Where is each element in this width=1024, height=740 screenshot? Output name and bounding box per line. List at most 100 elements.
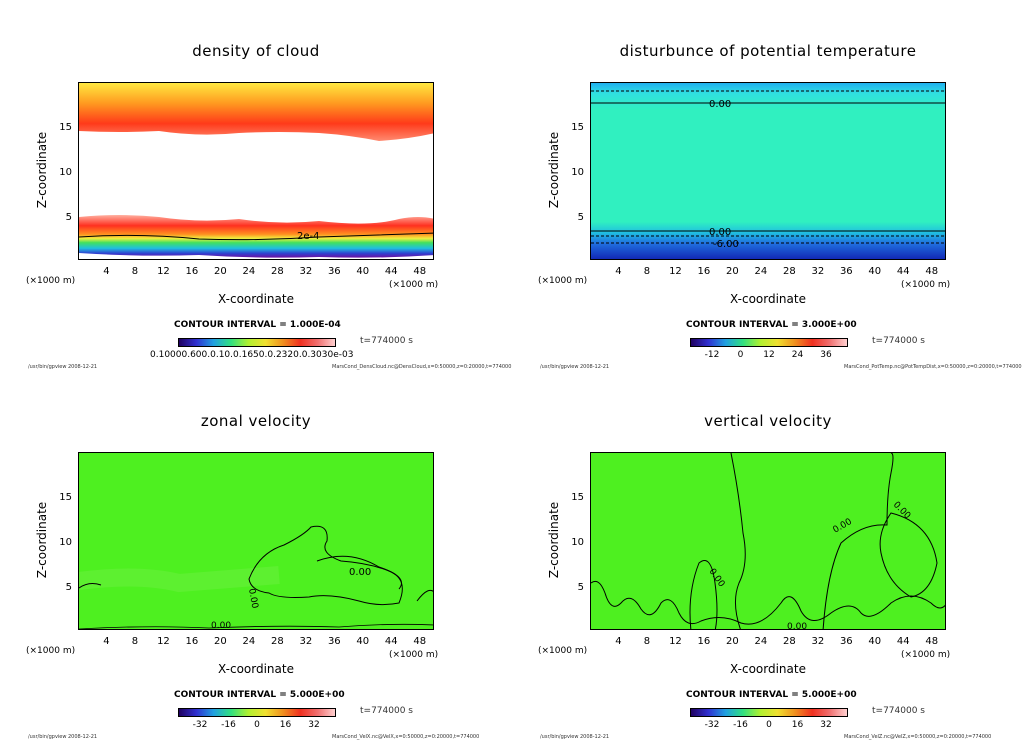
x-tick-label: 28 (270, 266, 284, 277)
chart-title: zonal velocity (200, 412, 312, 430)
x-tick-label: 20 (214, 636, 227, 647)
x-tick-label: 44 (896, 266, 910, 277)
x-unit-label: (×1000 m) (26, 276, 76, 286)
x-tick-label: 28 (782, 636, 796, 647)
footer-file: MarsCond_VelZ.nc@VelZ,x=0:50000,z=0:2000… (844, 734, 992, 740)
x-tick-label: 20 (214, 266, 227, 277)
x-tick-label: 32 (811, 636, 825, 647)
x-tick-label: 24 (242, 266, 256, 277)
colorbar-tick-label: 32 (820, 720, 832, 730)
colorbar-tick-label: 36 (820, 350, 832, 360)
contour-interval: CONTOUR INTERVAL = 1.000E-04 (174, 320, 341, 330)
footer-file: MarsCond_PotTemp.nc@PotTempDist,x=0:5000… (844, 364, 1022, 370)
y-tick-label: 10 (571, 167, 584, 178)
contour-label: 0.00 (349, 567, 371, 578)
y-axis-label: Z-coordinate (547, 131, 561, 209)
x-tick-label: 40 (868, 636, 882, 647)
x-unit-label: (×1000 m) (538, 276, 588, 286)
chart-title: vertical velocity (704, 412, 832, 430)
y-tick-label: 5 (577, 582, 584, 593)
timestamp: t=774000 s (360, 336, 413, 346)
footer-path: /usr/bin/gpview (28, 364, 67, 370)
x-unit-label: (×1000 m) (26, 646, 76, 656)
colorbar-tick-label: -16 (221, 720, 236, 730)
colorbar-tick-label: -32 (192, 720, 208, 730)
contour-interval: CONTOUR INTERVAL = 5.000E+00 (174, 690, 345, 700)
footer-path: /usr/bin/gpview (540, 364, 579, 370)
plot-area: 0.00 0.00 0.00 (78, 452, 434, 630)
y-tick-label: 5 (65, 582, 72, 593)
colorbar-tick-label: 0 (737, 350, 744, 360)
x-tick-label: 12 (157, 266, 170, 277)
x-axis-label: X-coordinate (730, 662, 806, 676)
timestamp: t=774000 s (872, 706, 925, 716)
x-tick-label: 8 (643, 266, 651, 277)
x-tick-label: 40 (356, 636, 370, 647)
panel-potential-temperature: disturbunce of potential temperature Z-c… (512, 0, 1024, 370)
x-tick-label: 4 (103, 266, 110, 277)
x-unit-label: (×1000 m) (901, 280, 951, 290)
x-tick-label: 40 (356, 266, 370, 277)
contour-label: 0.00 (787, 622, 807, 630)
y-tick-label: 10 (59, 537, 72, 548)
contour-label: 0.00 (709, 227, 731, 238)
x-tick-label: 36 (839, 266, 853, 277)
x-tick-label: 4 (615, 266, 622, 277)
y-axis-label: Z-coordinate (35, 131, 49, 209)
colorbar (178, 708, 336, 717)
footer-date: 2008-12-21 (68, 364, 98, 370)
footer-path: /usr/bin/gpview (28, 734, 67, 740)
panel-density-of-cloud: density of cloud Z-coordinate (0, 0, 512, 370)
colorbar-tick-label: 0 (766, 720, 772, 730)
x-tick-label: 20 (726, 636, 739, 647)
x-tick-label: 36 (327, 266, 341, 277)
contour-label: -6.00 (713, 239, 739, 250)
x-axis-label: X-coordinate (730, 292, 806, 306)
footer-file: MarsCond_VelX.nc@VelX,x=0:50000,z=0:2000… (332, 734, 480, 740)
x-tick-label: 8 (131, 266, 139, 277)
timestamp: t=774000 s (872, 336, 925, 346)
chart-title: density of cloud (192, 42, 320, 60)
colorbar-tick-label: -32 (704, 720, 720, 730)
x-tick-label: 4 (103, 636, 110, 647)
colorbar-tick-label: 16 (791, 720, 804, 730)
x-unit-label: (×1000 m) (389, 650, 439, 660)
x-tick-label: 12 (157, 636, 170, 647)
panel-vertical-velocity: vertical velocity Z-coordinate 0.00 0.00… (512, 370, 1024, 740)
colorbar-tick-label: 12 (763, 350, 775, 360)
x-tick-label: 16 (185, 266, 199, 277)
contour-interval: CONTOUR INTERVAL = 5.000E+00 (686, 690, 857, 700)
x-tick-label: 32 (299, 636, 313, 647)
colorbar-tick-label: 24 (791, 350, 804, 360)
x-tick-label: 16 (697, 636, 711, 647)
x-tick-label: 44 (896, 636, 910, 647)
x-unit-label: (×1000 m) (389, 280, 439, 290)
plot-area: 0.00 0.00 0.00 0.00 (590, 452, 946, 630)
temperature-field: 0.00 0.00 -6.00 (591, 83, 945, 259)
footer-path: /usr/bin/gpview (540, 734, 579, 740)
x-tick-label: 48 (413, 636, 427, 647)
x-tick-label: 12 (669, 636, 682, 647)
y-tick-label: 15 (571, 122, 584, 133)
timestamp: t=774000 s (360, 706, 413, 716)
y-tick-label: 15 (59, 122, 72, 133)
colorbar-tick-label: 0 (254, 720, 260, 730)
plot-area: 0.00 0.00 -6.00 (590, 82, 946, 260)
footer-date: 2008-12-21 (68, 734, 98, 740)
footer-file: MarsCond_DensCloud.nc@DensCloud,x=0:5000… (332, 364, 512, 370)
plot-area: 2e-4 (78, 82, 434, 260)
contour-label: 0.00 (709, 99, 731, 110)
x-tick-label: 8 (131, 636, 139, 647)
x-tick-label: 4 (615, 636, 622, 647)
contour-interval: CONTOUR INTERVAL = 3.000E+00 (686, 320, 857, 330)
x-tick-label: 24 (242, 636, 256, 647)
x-axis-label: X-coordinate (218, 292, 294, 306)
x-tick-label: 8 (643, 636, 651, 647)
x-tick-label: 36 (327, 636, 341, 647)
colorbar-tick-label: 32 (308, 720, 320, 730)
x-tick-label: 24 (754, 266, 768, 277)
contour-label: 0.00 (246, 588, 259, 610)
colorbar-tick-label: 16 (279, 720, 292, 730)
x-tick-label: 16 (697, 266, 711, 277)
x-tick-label: 12 (669, 266, 682, 277)
